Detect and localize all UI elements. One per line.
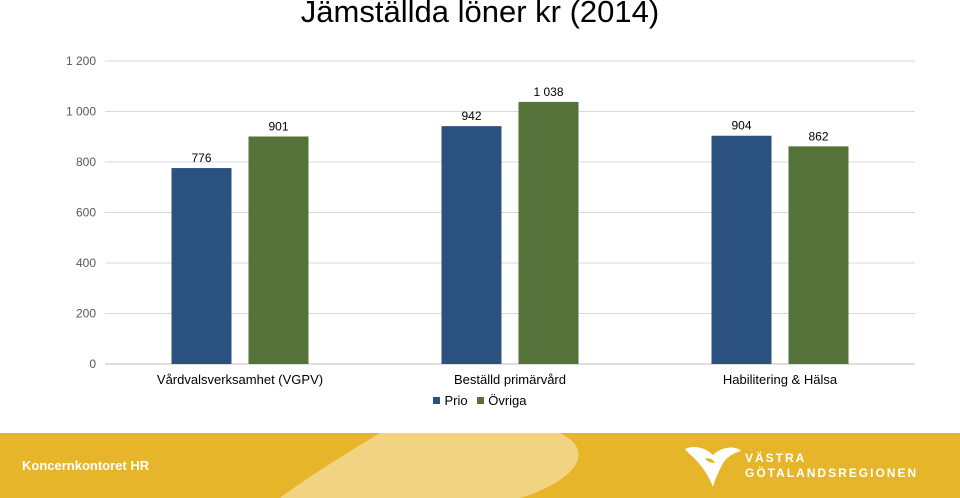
legend-label-ovriga: Övriga: [488, 393, 527, 408]
data-label: 1 038: [533, 85, 563, 99]
chart-title: Jämställda löner kr (2014): [300, 0, 660, 29]
y-tick-label: 600: [76, 206, 96, 220]
footer-banner: [0, 433, 960, 498]
y-tick-label: 200: [76, 307, 96, 321]
footer-org-text: Koncernkontoret HR: [22, 458, 150, 473]
legend-item-ovriga: Övriga: [477, 393, 527, 408]
bar-prio: [711, 135, 772, 364]
y-tick-label: 1 000: [66, 105, 96, 119]
logo-line2: GÖTALANDSREGIONEN: [745, 465, 918, 480]
data-label: 862: [808, 129, 828, 143]
bar-prio: [441, 126, 502, 365]
bar-ovriga: [518, 101, 579, 364]
x-tick-label: Beställd primärvård: [454, 372, 566, 387]
data-label: 904: [731, 119, 751, 133]
bar-ovriga: [248, 136, 309, 364]
y-tick-label: 0: [89, 357, 96, 371]
x-tick-label: Habilitering & Hälsa: [723, 372, 838, 387]
bar-chart: 0 200 400 600 800 1 000 1 200 Vårdvalsverksamhe…: [66, 54, 915, 387]
y-tick-label: 800: [76, 155, 96, 169]
y-tick-label: 1 200: [66, 54, 96, 68]
footer-dark-band: [0, 433, 380, 498]
x-tick-label: Vårdvalsverksamhet (VGPV): [157, 372, 323, 387]
data-label: 776: [191, 151, 211, 165]
data-label: 942: [461, 109, 481, 123]
data-label: 901: [268, 119, 288, 133]
bar-ovriga: [788, 146, 849, 364]
logo-line1: VÄSTRA: [745, 450, 806, 465]
legend-label-prio: Prio: [444, 393, 468, 408]
y-tick-label: 400: [76, 256, 96, 270]
legend-swatch-ovriga: [477, 397, 485, 405]
bar-prio: [171, 168, 232, 364]
chart-legend: Prio Övriga: [0, 393, 960, 408]
legend-swatch-prio: [433, 397, 441, 405]
legend-item-prio: Prio: [433, 393, 468, 408]
vgr-heart-logo-icon: VÄSTRA GÖTALANDSREGIONEN: [685, 447, 918, 487]
